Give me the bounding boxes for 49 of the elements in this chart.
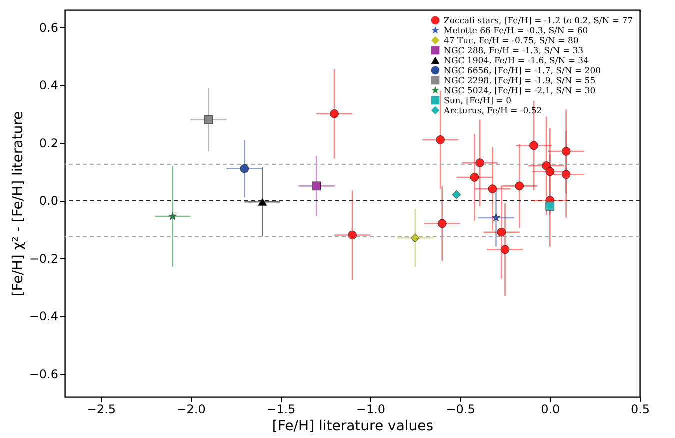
y-tick-label: −0.2 xyxy=(29,252,58,266)
y-tick-label: −0.4 xyxy=(29,310,58,324)
legend-label: Melotte 66 Fe/H = -0.3, S/N = 60 xyxy=(444,26,588,36)
point xyxy=(488,184,498,194)
point xyxy=(476,158,485,168)
y-tick-label: 0.0 xyxy=(39,194,58,208)
point xyxy=(497,228,506,237)
point xyxy=(452,190,462,200)
point xyxy=(240,164,250,174)
y-axis-title: [Fe/H] χ² - [Fe/H] literature xyxy=(10,111,26,297)
point xyxy=(530,141,538,150)
y-tick-label: 0.2 xyxy=(39,136,58,150)
legend-label: NGC 2298, [Fe/H] = -1.9, S/N = 55 xyxy=(444,76,596,86)
point xyxy=(546,167,555,176)
legend-label: NGC 1904, Fe/H = -1.6, S/N = 34 xyxy=(444,56,589,66)
point xyxy=(562,147,571,156)
point xyxy=(436,136,445,144)
x-axis-title: [Fe/H] literature values xyxy=(272,418,434,434)
point xyxy=(410,234,420,243)
point xyxy=(562,170,571,180)
point xyxy=(438,219,447,228)
point xyxy=(500,245,510,254)
x-tick-label: −2.0 xyxy=(176,402,206,416)
point xyxy=(348,230,357,240)
legend-label: NGC 288, Fe/H = -1.3, S/N = 33 xyxy=(444,46,584,56)
point xyxy=(258,198,268,206)
x-tick-label: 0.0 xyxy=(541,402,560,416)
point xyxy=(515,182,524,191)
x-tick-label: −1.5 xyxy=(266,402,296,416)
x-tick-label: −2.5 xyxy=(86,402,116,416)
legend-label: Arcturus, Fe/H = -0.52 xyxy=(443,106,542,116)
legend-label: Sun, [Fe/H] = 0 xyxy=(444,96,512,106)
point xyxy=(204,115,214,124)
point xyxy=(492,214,500,222)
point xyxy=(546,202,555,211)
point xyxy=(330,110,339,118)
legend-label: Zoccali stars, [Fe/H] = -1.2 to 0.2, S/N = 77 xyxy=(444,16,634,26)
legend-label: 47 Tuc, Fe/H = -0.75, S/N = 80 xyxy=(444,36,579,46)
point xyxy=(312,182,321,191)
x-tick-label: −1.0 xyxy=(356,402,386,416)
point xyxy=(470,173,480,182)
y-tick-label: 0.4 xyxy=(39,78,58,93)
y-tick-label: −0.6 xyxy=(29,367,58,382)
x-tick-label: 0.5 xyxy=(630,402,650,416)
y-tick-label: 0.6 xyxy=(39,20,58,35)
legend-label: NGC 5024, [Fe/H] = -2.1, S/N = 30 xyxy=(444,86,596,96)
point xyxy=(168,212,178,220)
x-tick-label: −0.5 xyxy=(446,402,476,416)
legend-label: NGC 6656, [Fe/H] = -1.7, S/N = 200 xyxy=(444,66,602,76)
